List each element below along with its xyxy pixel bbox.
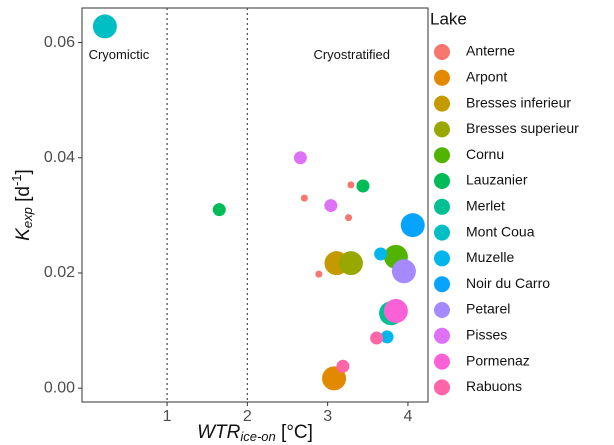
- legend-label: Lauzanier: [466, 172, 528, 188]
- point: [391, 259, 416, 284]
- legend-label: Pisses: [466, 327, 507, 343]
- y-axis-label-part: [d: [13, 186, 34, 207]
- legend-label: Noir du Carro: [466, 275, 550, 291]
- legend-label: Cornu: [466, 146, 504, 162]
- legend-label: Anterne: [466, 43, 515, 59]
- point: [322, 366, 347, 391]
- legend-swatch: [434, 44, 450, 60]
- legend-label: Merlet: [466, 198, 505, 214]
- point: [315, 270, 323, 278]
- point: [300, 194, 308, 202]
- point: [400, 213, 425, 238]
- legend-swatch: [434, 147, 450, 164]
- point: [293, 151, 307, 165]
- legend-swatch: [434, 198, 450, 215]
- point: [324, 199, 338, 213]
- legend-swatch: [434, 276, 450, 293]
- legend-swatch: [434, 353, 450, 370]
- legend-label: Rabuons: [466, 378, 522, 394]
- x-axis-label-part: [°C]: [276, 422, 313, 443]
- annotation: Cryomictic: [89, 47, 150, 62]
- point: [92, 14, 117, 39]
- y-axis-label-part: -1: [9, 174, 24, 186]
- legend-label: Pormenaz: [466, 352, 530, 368]
- legend-label: Bresses inferieur: [466, 94, 571, 110]
- legend-label: Petarel: [466, 301, 510, 317]
- panel: [81, 7, 429, 403]
- legend-swatch: [434, 379, 450, 396]
- legend-swatch: [434, 121, 450, 138]
- legend-label: Bresses superieur: [466, 120, 579, 136]
- legend-title: Lake: [430, 9, 467, 28]
- point: [345, 214, 353, 222]
- y-tick-label: 0.00: [44, 379, 75, 396]
- y-axis-label-part: exp: [20, 207, 35, 228]
- legend-label: Arpont: [466, 69, 507, 85]
- legend-swatch: [434, 250, 450, 267]
- legend-swatch: [434, 302, 450, 318]
- x-tick-label: 3: [323, 408, 332, 425]
- legend-label: Mont Coua: [466, 223, 535, 239]
- legend-swatch: [434, 69, 450, 86]
- point: [356, 179, 370, 193]
- y-tick-label: 0.04: [44, 149, 75, 166]
- point: [370, 331, 384, 345]
- point: [212, 203, 226, 217]
- point: [336, 359, 350, 373]
- annotation: Cryostratified: [313, 47, 390, 62]
- x-axis-label-part: WTR: [197, 422, 241, 443]
- point: [338, 251, 363, 276]
- point: [380, 330, 394, 344]
- y-axis-label-part: K: [13, 227, 34, 241]
- legend-label: Muzelle: [466, 249, 514, 265]
- y-axis-label-part: ]: [13, 169, 34, 174]
- y-tick-label: 0.02: [44, 264, 75, 281]
- point: [383, 298, 408, 323]
- legend-swatch: [434, 173, 450, 189]
- y-tick-label: 0.06: [44, 34, 75, 51]
- x-tick-label: 2: [243, 408, 252, 425]
- x-axis-label: WTRice-on [°C]: [197, 422, 313, 444]
- legend-swatch: [434, 327, 450, 344]
- point: [347, 181, 355, 189]
- x-axis-label-part: ice-on: [240, 429, 275, 444]
- y-axis-label: Kexp [d-1]: [9, 169, 35, 241]
- legend-swatch: [434, 95, 450, 112]
- legend-swatch: [434, 224, 450, 241]
- point: [374, 247, 388, 261]
- x-tick-label: 4: [403, 408, 412, 425]
- x-tick-label: 1: [163, 408, 172, 425]
